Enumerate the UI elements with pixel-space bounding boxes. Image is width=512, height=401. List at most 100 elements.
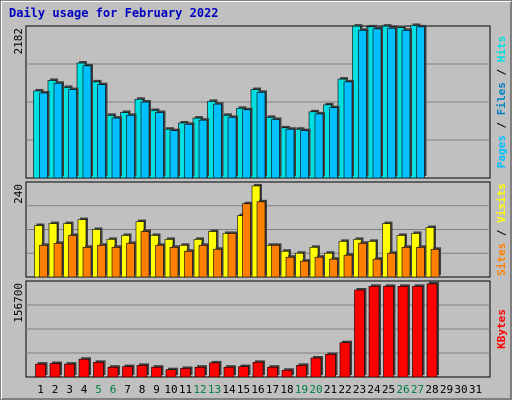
x-tick-label: 9 — [153, 383, 160, 396]
bar-sites — [82, 247, 92, 278]
bar-sites — [401, 247, 411, 278]
bar-kbytes — [383, 286, 394, 378]
bar-kbytes — [252, 361, 264, 378]
x-tick-label: 13 — [208, 383, 221, 396]
bar-kbytes — [354, 289, 365, 378]
x-tick-label: 27 — [411, 383, 424, 396]
x-tick-label: 14 — [222, 383, 236, 396]
bar-pages — [401, 30, 411, 179]
x-tick-label: 8 — [139, 383, 146, 396]
bar-kbytes — [35, 363, 46, 378]
bar-sites — [169, 247, 179, 278]
panel-kbytes-side-legend: KBytes — [495, 309, 508, 349]
legend-entry-1: / — [495, 115, 508, 135]
bar-pages — [184, 124, 193, 179]
bar-sites — [285, 256, 295, 278]
legend-entry-0: Pages — [495, 135, 508, 168]
bar-kbytes — [64, 363, 75, 378]
bar-pages — [256, 92, 266, 179]
bar-pages — [314, 113, 324, 179]
bar-sites — [430, 248, 440, 278]
bar-sites — [53, 243, 63, 278]
bar-sites — [329, 258, 338, 278]
bar-pages — [358, 30, 367, 179]
bar-kbytes — [281, 369, 293, 378]
panel-hits-files-pages-ymax-label: 2182 — [12, 28, 25, 55]
bar-pages — [271, 119, 280, 179]
x-tick-label: 18 — [280, 383, 293, 396]
bar-visits — [382, 223, 391, 278]
bar-kbytes — [209, 362, 220, 378]
legend-entry-2: Visits — [495, 183, 508, 223]
x-tick-label: 2 — [52, 383, 59, 396]
bar-sites — [416, 247, 425, 278]
bar-kbytes — [180, 368, 191, 378]
bar-kbytes — [310, 357, 322, 378]
bar-pages — [213, 103, 222, 179]
bar-kbytes — [78, 358, 90, 378]
bar-kbytes — [122, 366, 133, 378]
bar-kbytes — [412, 286, 423, 378]
bar-pages — [53, 82, 63, 179]
x-tick-label: 11 — [179, 383, 192, 396]
bar-sites — [242, 203, 251, 278]
bar-pages — [82, 65, 92, 179]
bar-pages — [39, 92, 48, 179]
bar-kbytes — [296, 365, 307, 378]
bar-pages — [343, 81, 353, 179]
panel-visits-sites-side-legend: Sites / Visits — [495, 183, 508, 276]
bar-sites — [314, 256, 324, 278]
bar-kbytes — [136, 365, 148, 378]
legend-entry-0: KBytes — [495, 309, 508, 349]
x-tick-label: 3 — [66, 383, 73, 396]
bar-pages — [329, 107, 338, 179]
panel-kbytes-ymax-label: 156700 — [12, 283, 25, 323]
bar-sites — [300, 260, 309, 278]
bar-sites — [227, 233, 237, 278]
x-tick-label: 17 — [266, 383, 279, 396]
bar-kbytes — [267, 366, 278, 378]
bar-kbytes — [426, 283, 438, 378]
bar-sites — [97, 245, 106, 278]
bar-sites — [213, 248, 222, 278]
bar-pages — [155, 112, 164, 179]
bar-pages — [227, 117, 237, 179]
bar-sites — [68, 235, 77, 278]
x-tick-label: 31 — [469, 383, 482, 396]
bar-kbytes — [93, 361, 104, 378]
bar-pages — [300, 130, 309, 179]
chart-title: Daily usage for February 2022 — [9, 6, 219, 20]
panel-hits-files-pages-side-legend: Pages / Files / Hits — [495, 36, 508, 169]
bar-sites — [358, 243, 367, 278]
bar-kbytes — [151, 366, 162, 378]
bar-sites — [39, 245, 48, 278]
x-tick-label: 21 — [324, 383, 337, 396]
x-tick-label: 22 — [338, 383, 351, 396]
bar-pages — [126, 115, 135, 179]
bar-pages — [169, 130, 179, 179]
bar-kbytes — [238, 366, 249, 378]
x-tick-label: 19 — [295, 383, 308, 396]
bar-pages — [387, 27, 396, 179]
bar-sites — [184, 250, 193, 278]
legend-entry-2: Files — [495, 82, 508, 115]
bar-sites — [140, 231, 150, 278]
x-tick-label: 15 — [237, 383, 250, 396]
x-tick-label: 1 — [37, 383, 44, 396]
bar-sites — [343, 254, 353, 278]
bar-sites — [387, 252, 396, 278]
bar-sites — [111, 247, 121, 278]
bar-pages — [416, 26, 425, 179]
legend-entry-4: Hits — [495, 36, 508, 63]
bar-kbytes — [194, 366, 206, 378]
x-tick-label: 20 — [309, 383, 322, 396]
bar-pages — [68, 89, 77, 179]
bar-pages — [198, 119, 208, 179]
panel-visits-sites-ymax-label: 240 — [12, 184, 25, 204]
bar-sites — [198, 245, 208, 278]
x-tick-label: 23 — [353, 383, 366, 396]
bar-kbytes — [49, 363, 61, 378]
bar-kbytes — [368, 286, 380, 378]
legend-entry-1: / — [495, 223, 508, 243]
bar-pages — [140, 101, 150, 179]
